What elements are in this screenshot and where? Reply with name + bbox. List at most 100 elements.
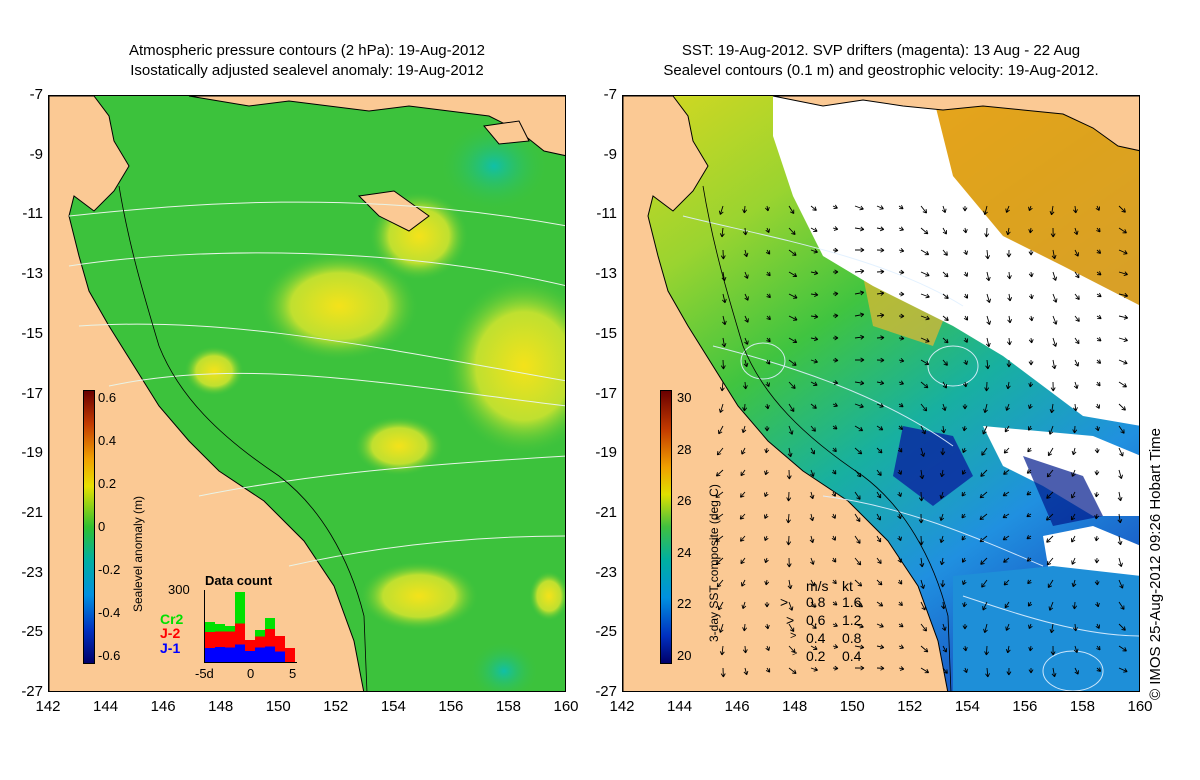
velocity-arrow	[940, 447, 946, 456]
velocity-arrow	[942, 315, 949, 321]
velocity-arrow	[1006, 249, 1012, 258]
velocity-arrow	[1046, 557, 1054, 566]
velocity-arrow	[876, 425, 884, 431]
velocity-arrow	[898, 335, 905, 341]
velocity-arrow	[764, 513, 769, 519]
velocity-arrow	[810, 248, 818, 254]
data-count-x-zero: 0	[247, 666, 255, 681]
velocity-arrow	[1094, 447, 1100, 454]
velocity-arrow	[788, 381, 796, 389]
velocity-arrow	[876, 291, 885, 296]
y-tick-label: -21	[595, 503, 617, 521]
velocity-arrow	[854, 665, 865, 671]
velocity-arrow	[718, 425, 724, 435]
velocity-arrow	[744, 315, 749, 323]
velocity-arrow	[941, 623, 947, 631]
velocity-arrow	[918, 513, 924, 524]
australia-land	[49, 96, 365, 691]
velocity-arrow	[1027, 601, 1033, 607]
velocity-arrow	[788, 667, 797, 674]
velocity-arrow	[983, 403, 988, 414]
velocity-arrow	[983, 623, 988, 634]
velocity-arrow	[788, 271, 798, 278]
velocity-arrow	[962, 403, 968, 410]
velocity-arrow	[1118, 557, 1123, 567]
velocity-arrow	[939, 535, 945, 544]
velocity-arrow	[764, 557, 769, 564]
velocity-arrow	[920, 645, 929, 653]
velocity-arrow	[1074, 271, 1080, 279]
velocity-arrow	[1072, 623, 1078, 632]
velocity-arrow	[810, 314, 819, 319]
y-tick-label: -27	[21, 683, 43, 700]
velocity-arrow	[715, 513, 724, 520]
velocity-arrow	[963, 315, 969, 321]
velocity-arrow	[810, 403, 817, 409]
velocity-arrow	[718, 601, 724, 611]
x-tick-label: 160	[553, 698, 579, 715]
velocity-arrow	[810, 601, 816, 608]
velocity-arrow	[963, 271, 969, 277]
velocity-arrow	[715, 535, 724, 542]
velocity-arrow	[920, 337, 930, 343]
velocity-arrow	[1096, 337, 1102, 342]
velocity-arrow	[961, 535, 966, 541]
velocity-arrow	[876, 357, 885, 363]
velocity-arrow	[719, 381, 725, 392]
colorbar-tick-label: 26	[677, 493, 692, 509]
velocity-arrow	[1118, 292, 1129, 298]
velocity-arrow	[832, 402, 838, 407]
velocity-arrow	[719, 645, 725, 656]
velocity-arrow	[739, 535, 746, 542]
velocity-arrow	[876, 403, 884, 408]
y-tick-label: -25	[595, 623, 617, 641]
velocity-arrow	[764, 601, 770, 608]
velocity-arrow	[832, 357, 839, 363]
velocity-arrow	[876, 335, 885, 341]
velocity-arrow	[786, 513, 791, 524]
velocity-arrow	[1049, 623, 1055, 634]
velocity-arrow	[1003, 447, 1010, 454]
velocity-arrow	[1118, 227, 1127, 234]
velocity-arrow	[1005, 403, 1010, 411]
velocity-arrow	[788, 601, 794, 611]
x-tick-label: 144	[667, 698, 693, 715]
velocity-arrow	[832, 447, 837, 453]
velocity-arrow	[1028, 623, 1033, 630]
velocity-arrow	[1118, 314, 1129, 320]
velocity-row-ms: 0.6	[806, 612, 826, 628]
velocity-arrow	[809, 535, 815, 544]
velocity-arrow	[1027, 447, 1032, 453]
velocity-arrow	[832, 665, 839, 671]
velocity-arrow	[1118, 623, 1126, 631]
colorbar-tick-label: 0.4	[98, 433, 117, 448]
velocity-arrow	[788, 623, 795, 633]
velocity-arrow	[1006, 271, 1012, 280]
australia-land	[623, 96, 949, 691]
velocity-arrow	[715, 469, 724, 477]
velocity-arrow	[1028, 271, 1034, 278]
velocity-arrow	[739, 513, 746, 520]
velocity-arrow	[715, 557, 724, 565]
velocity-arrow	[854, 601, 864, 608]
velocity-arrow	[941, 425, 946, 434]
velocity-arrow	[1046, 491, 1054, 499]
velocity-arrow	[831, 557, 837, 563]
velocity-arrow	[898, 601, 903, 607]
velocity-arrow	[832, 247, 839, 253]
data-count-title: Data count	[205, 573, 273, 588]
velocity-arrow	[897, 535, 902, 542]
y-tick-label: -11	[22, 205, 43, 223]
velocity-arrow	[1095, 205, 1100, 211]
new-guinea-land	[772, 96, 1139, 152]
velocity-row-kt: 0.8	[842, 630, 862, 646]
colorbar-tick-label: -0.2	[98, 562, 121, 577]
velocity-arrow	[1002, 513, 1010, 519]
velocity-arrow	[1049, 403, 1055, 414]
velocity-arrow	[854, 579, 863, 587]
velocity-arrow	[786, 535, 792, 546]
velocity-arrow	[854, 312, 865, 318]
velocity-arrow	[898, 269, 905, 275]
y-tick-label: -13	[595, 265, 617, 283]
velocity-arrow	[1026, 491, 1032, 496]
